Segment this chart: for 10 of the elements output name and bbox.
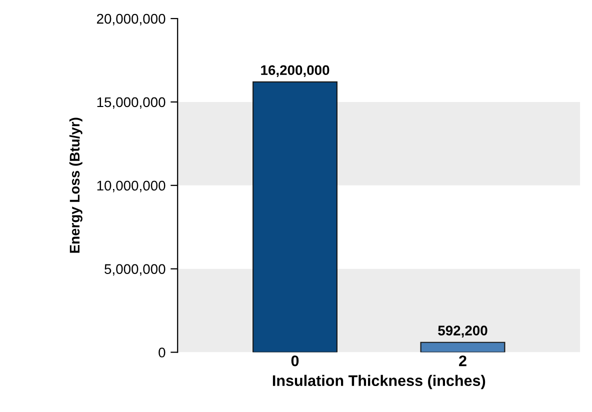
y-tick-label: 0 (158, 348, 166, 358)
y-tick-label: 15,000,000 (97, 97, 166, 109)
y-tick-label: 10,000,000 (97, 180, 166, 192)
x-tick-label: 2 (459, 355, 466, 366)
y-tick-label: 5,000,000 (104, 264, 166, 276)
data-label: 16,200,000 (261, 65, 330, 78)
data-label: 592,200 (438, 326, 488, 338)
y-tick-label: 20,000,000 (96, 14, 166, 26)
x-axis-title: Insulation Thickness (inches) (272, 374, 486, 390)
y-axis-title: Energy Loss (Btu/yr) (69, 118, 82, 253)
